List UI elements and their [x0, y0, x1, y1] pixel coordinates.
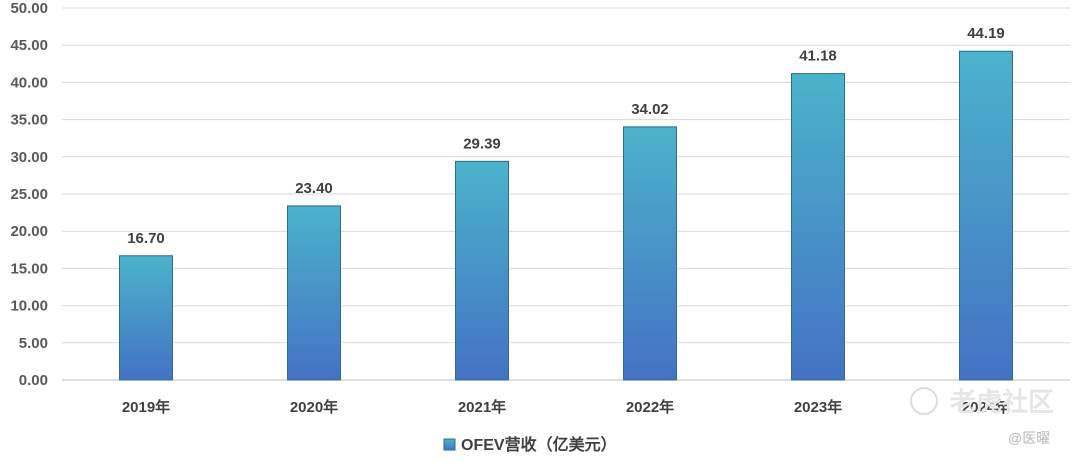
y-tick-label: 5.00: [19, 335, 48, 352]
x-axis-tick-labels: 2019年 2020年 2021年 2022年 2023年 2024年: [122, 398, 1010, 416]
y-axis-tick-labels: 0.00 5.00 10.00 15.00 20.00 25.00 30.00 35.00 40…: [10, 0, 48, 389]
watermark-main: 老虎社区: [950, 387, 1054, 417]
x-tick-label: 2019年: [122, 398, 170, 416]
data-label: 23.40: [295, 180, 333, 197]
y-tick-label: 45.00: [10, 37, 48, 54]
x-tick-label: 2020年: [290, 398, 338, 416]
legend-swatch: [443, 438, 456, 451]
bar: [455, 160, 509, 381]
bar: [959, 50, 1013, 381]
y-tick-label: 50.00: [10, 0, 48, 17]
y-tick-label: 30.00: [10, 149, 48, 166]
gridlines: [62, 7, 1070, 381]
legend: OFEV营收（亿美元）: [443, 435, 617, 454]
data-label: 29.39: [463, 135, 501, 152]
y-tick-label: 0.00: [19, 372, 48, 389]
bar: [287, 205, 341, 381]
data-labels: 16.70 23.40 29.39 34.02 41.18 44.19: [127, 25, 1005, 247]
legend-label: OFEV营收（亿美元）: [461, 435, 617, 454]
y-tick-label: 35.00: [10, 112, 48, 129]
watermark-logo-icon: [910, 387, 938, 415]
watermark: 老虎社区 @医曜: [910, 387, 1054, 446]
data-label: 34.02: [631, 101, 669, 118]
data-label: 41.18: [799, 48, 837, 65]
x-tick-label: 2022年: [626, 398, 674, 416]
y-tick-label: 10.00: [10, 298, 48, 315]
watermark-sub: @医曜: [1008, 430, 1050, 446]
y-tick-label: 20.00: [10, 223, 48, 240]
x-tick-label: 2024年: [962, 398, 1010, 416]
y-tick-label: 15.00: [10, 260, 48, 277]
data-label: 44.19: [967, 25, 1005, 42]
x-tick-label: 2021年: [458, 398, 506, 416]
bar: [791, 73, 845, 381]
bar: [623, 126, 677, 381]
bar: [119, 255, 173, 381]
data-label: 16.70: [127, 230, 165, 247]
y-tick-label: 40.00: [10, 74, 48, 91]
bars: [119, 50, 1013, 381]
y-tick-label: 25.00: [10, 186, 48, 203]
x-tick-label: 2023年: [794, 398, 842, 416]
